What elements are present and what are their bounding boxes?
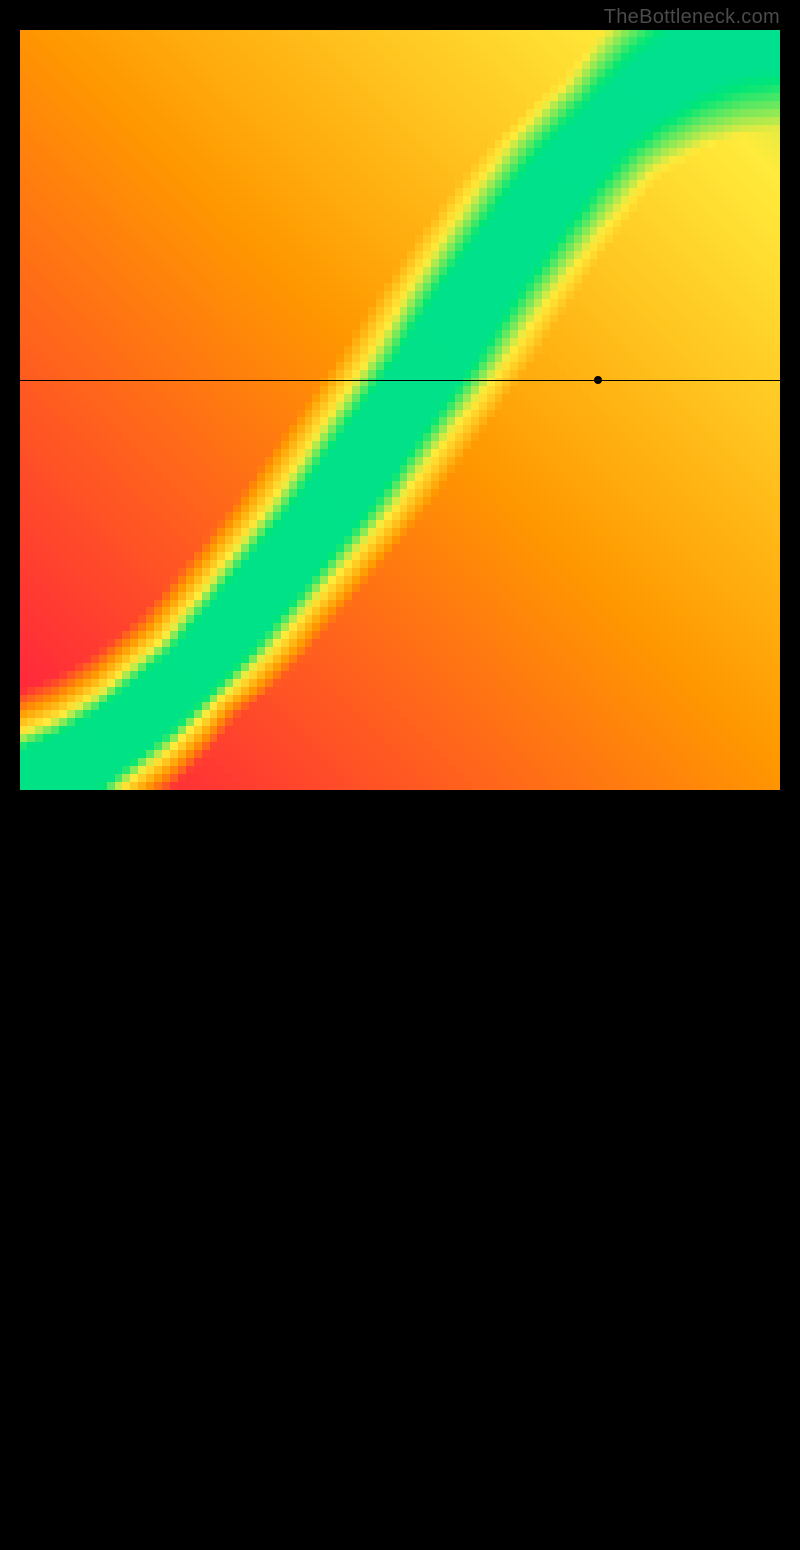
crosshair-vertical <box>598 790 599 1550</box>
plot-area <box>20 30 780 790</box>
crosshair-horizontal <box>20 380 780 381</box>
watermark-text: TheBottleneck.com <box>604 6 780 29</box>
heatmap-canvas <box>20 30 780 790</box>
crosshair-marker <box>594 376 602 384</box>
